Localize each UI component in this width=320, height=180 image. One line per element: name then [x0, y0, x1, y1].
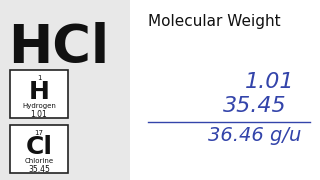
Text: 1.01: 1.01	[31, 110, 47, 119]
Text: 36.46 g/u: 36.46 g/u	[208, 126, 302, 145]
Text: HCl: HCl	[8, 22, 109, 74]
Text: 1.01: 1.01	[245, 72, 295, 92]
Text: Hydrogen: Hydrogen	[22, 103, 56, 109]
Bar	[130, 0, 320, 180]
Text: 35.45: 35.45	[28, 165, 50, 174]
Text: Cl: Cl	[26, 135, 52, 159]
Text: 17: 17	[35, 130, 44, 136]
Text: 35.45: 35.45	[223, 96, 287, 116]
Bar	[0, 0, 130, 180]
Text: H: H	[28, 80, 49, 104]
Bar	[10, 125, 68, 173]
Text: Chlorine: Chlorine	[24, 158, 53, 164]
Text: 1: 1	[37, 75, 41, 81]
Bar	[10, 70, 68, 118]
Text: Molecular Weight: Molecular Weight	[148, 14, 281, 29]
